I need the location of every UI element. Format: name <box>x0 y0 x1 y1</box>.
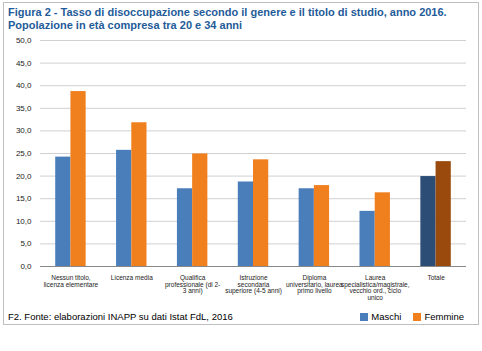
html-text:Femmine: Femmine <box>424 311 464 322</box>
svg-text:35,0: 35,0 <box>16 104 32 113</box>
html-text:Maschi: Maschi <box>371 311 402 322</box>
svg-text:Laureaspecialistica/magistrale: Laureaspecialistica/magistrale,vecchio o… <box>341 274 410 301</box>
svg-text:30,0: 30,0 <box>16 126 32 135</box>
svg-text:45,0: 45,0 <box>16 59 32 68</box>
html-text:F2. Fonte: elaborazioni INAPP: F2. Fonte: elaborazioni INAPP su dati Is… <box>8 311 233 322</box>
svg-text:40,0: 40,0 <box>16 81 32 90</box>
svg-text:Totale: Totale <box>427 274 445 281</box>
svg-text:Istruzionesecondariasuperiore: Istruzionesecondariasuperiore (4-5 anni) <box>225 274 282 295</box>
svg-text:Licenza media: Licenza media <box>111 274 153 281</box>
svg-text:5,0: 5,0 <box>20 239 32 248</box>
svg-text:0,0: 0,0 <box>20 262 32 271</box>
svg-text:Qualificaprofessionale (di 2-3: Qualificaprofessionale (di 2-3 anni) <box>165 274 220 295</box>
svg-text:25,0: 25,0 <box>16 149 32 158</box>
svg-text:Diplomauniversitario, laureapr: Diplomauniversitario, laureaprimo livell… <box>286 274 343 295</box>
svg-text:50,0: 50,0 <box>16 36 32 45</box>
html-text:Figura 2 - Tasso di disoccupaz: Figura 2 - Tasso di disoccupazione secon… <box>8 6 447 31</box>
svg-text:15,0: 15,0 <box>16 194 32 203</box>
svg-text:Nessun titolo,licenza elementa: Nessun titolo,licenza elementare <box>44 274 99 288</box>
svg-text:20,0: 20,0 <box>16 172 32 181</box>
svg-text:10,0: 10,0 <box>16 217 32 226</box>
